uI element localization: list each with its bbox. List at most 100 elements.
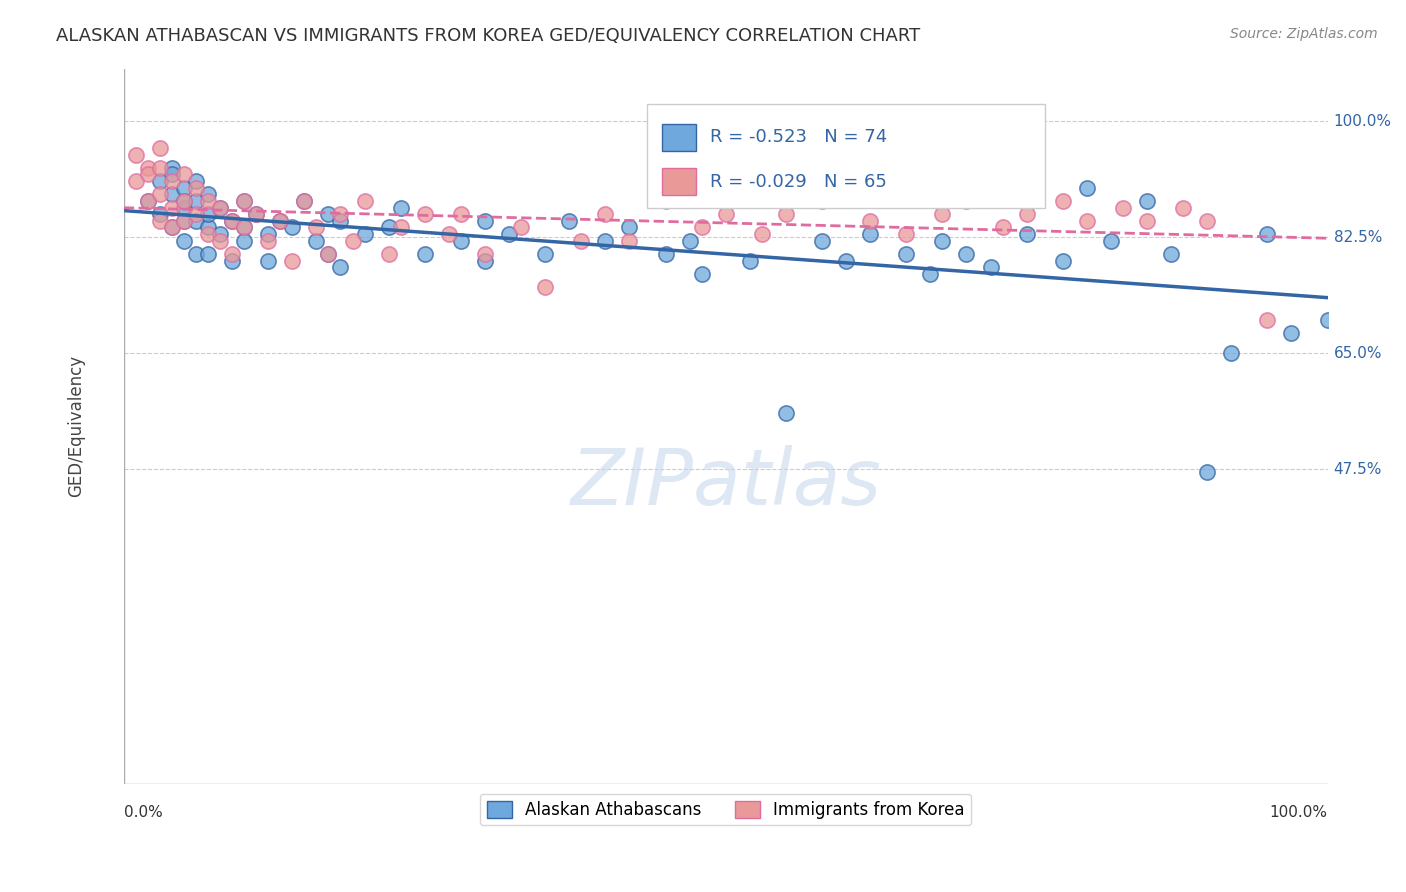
Point bbox=[619, 234, 641, 248]
Point bbox=[1112, 201, 1135, 215]
Point bbox=[209, 227, 232, 241]
Point bbox=[292, 194, 315, 208]
Point bbox=[931, 234, 953, 248]
Point bbox=[1052, 194, 1074, 208]
Point bbox=[353, 227, 375, 241]
Point bbox=[305, 234, 328, 248]
Point bbox=[281, 220, 304, 235]
Point bbox=[991, 220, 1014, 235]
Point bbox=[209, 234, 232, 248]
Point bbox=[149, 207, 172, 221]
Point bbox=[859, 214, 882, 228]
Point bbox=[1197, 466, 1219, 480]
Point bbox=[437, 227, 460, 241]
Point bbox=[136, 194, 159, 208]
Point bbox=[775, 406, 797, 420]
Text: 100.0%: 100.0% bbox=[1333, 114, 1392, 129]
Point bbox=[1136, 194, 1159, 208]
Point bbox=[292, 194, 315, 208]
FancyBboxPatch shape bbox=[662, 168, 696, 195]
Point bbox=[173, 194, 195, 208]
Point bbox=[149, 187, 172, 202]
Point bbox=[595, 234, 617, 248]
Point bbox=[1171, 201, 1194, 215]
Point bbox=[751, 227, 773, 241]
Point bbox=[173, 168, 195, 182]
Text: 65.0%: 65.0% bbox=[1333, 346, 1382, 360]
Point bbox=[1052, 253, 1074, 268]
Point bbox=[474, 247, 496, 261]
Point bbox=[149, 214, 172, 228]
Point bbox=[353, 194, 375, 208]
Point bbox=[1076, 180, 1098, 194]
Point bbox=[197, 227, 219, 241]
Point bbox=[558, 214, 581, 228]
Point bbox=[160, 187, 183, 202]
Point bbox=[245, 207, 267, 221]
Point bbox=[184, 180, 207, 194]
Text: ZIPatlas: ZIPatlas bbox=[571, 445, 882, 521]
Point bbox=[811, 194, 834, 208]
Text: 0.0%: 0.0% bbox=[124, 805, 163, 820]
Point bbox=[197, 247, 219, 261]
Point bbox=[173, 214, 195, 228]
Point bbox=[896, 247, 918, 261]
Point bbox=[173, 214, 195, 228]
Point bbox=[318, 207, 340, 221]
Point bbox=[450, 207, 472, 221]
Point bbox=[197, 194, 219, 208]
Point bbox=[920, 267, 942, 281]
Text: R = -0.523   N = 74: R = -0.523 N = 74 bbox=[710, 128, 887, 146]
Point bbox=[257, 234, 280, 248]
Point bbox=[173, 234, 195, 248]
Point bbox=[233, 234, 256, 248]
Point bbox=[269, 214, 291, 228]
Point bbox=[160, 168, 183, 182]
Point bbox=[595, 207, 617, 221]
Point bbox=[257, 227, 280, 241]
Point bbox=[510, 220, 533, 235]
Point bbox=[209, 201, 232, 215]
Point bbox=[160, 161, 183, 175]
Point bbox=[1015, 207, 1038, 221]
Point bbox=[955, 194, 977, 208]
Point bbox=[619, 220, 641, 235]
Point bbox=[329, 260, 352, 275]
Point bbox=[1316, 313, 1339, 327]
Point bbox=[811, 234, 834, 248]
Point bbox=[160, 220, 183, 235]
Point bbox=[221, 253, 243, 268]
Point bbox=[233, 194, 256, 208]
Point bbox=[474, 214, 496, 228]
Point bbox=[1076, 214, 1098, 228]
Point bbox=[184, 207, 207, 221]
Point bbox=[160, 174, 183, 188]
Point bbox=[125, 174, 148, 188]
Point bbox=[221, 247, 243, 261]
Point bbox=[136, 161, 159, 175]
Point bbox=[125, 147, 148, 161]
Legend: Alaskan Athabascans, Immigrants from Korea: Alaskan Athabascans, Immigrants from Kor… bbox=[479, 794, 972, 825]
Point bbox=[1015, 227, 1038, 241]
Text: 82.5%: 82.5% bbox=[1333, 230, 1382, 245]
Point bbox=[377, 247, 399, 261]
Point bbox=[329, 207, 352, 221]
FancyBboxPatch shape bbox=[647, 104, 1045, 208]
Point bbox=[450, 234, 472, 248]
Point bbox=[329, 214, 352, 228]
Point bbox=[136, 168, 159, 182]
Point bbox=[738, 253, 761, 268]
Point bbox=[678, 234, 700, 248]
Text: ALASKAN ATHABASCAN VS IMMIGRANTS FROM KOREA GED/EQUIVALENCY CORRELATION CHART: ALASKAN ATHABASCAN VS IMMIGRANTS FROM KO… bbox=[56, 27, 921, 45]
Point bbox=[654, 247, 676, 261]
Point bbox=[197, 220, 219, 235]
Text: Source: ZipAtlas.com: Source: ZipAtlas.com bbox=[1230, 27, 1378, 41]
Text: R = -0.029   N = 65: R = -0.029 N = 65 bbox=[710, 172, 887, 191]
Point bbox=[1099, 234, 1122, 248]
Point bbox=[714, 207, 737, 221]
Text: 47.5%: 47.5% bbox=[1333, 462, 1382, 476]
Point bbox=[173, 194, 195, 208]
Point bbox=[654, 194, 676, 208]
Point bbox=[184, 247, 207, 261]
Point bbox=[318, 247, 340, 261]
